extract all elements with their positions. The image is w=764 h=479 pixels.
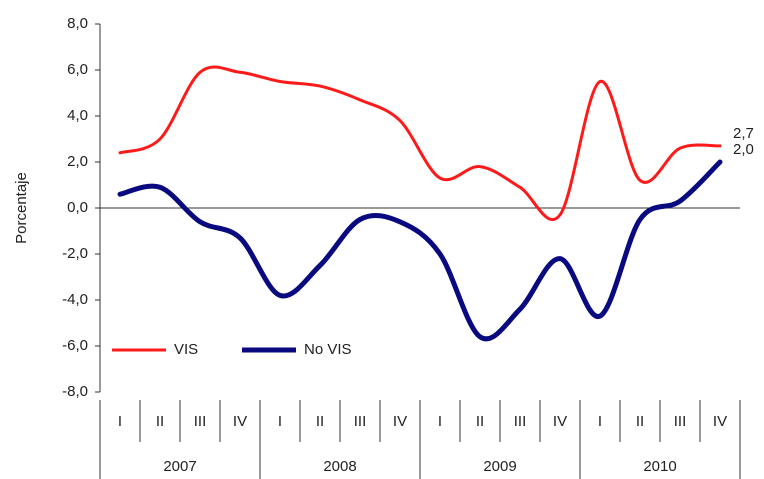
x-tick-label: IV — [713, 413, 727, 430]
y-tick-label: -6,0 — [62, 337, 88, 354]
y-tick-label: 2,0 — [67, 153, 88, 170]
y-tick-label: 4,0 — [67, 107, 88, 124]
x-tick-label: IV — [233, 413, 247, 430]
data-label: 2,7 — [733, 125, 754, 142]
x-tick-label: IV — [553, 413, 567, 430]
x-tick-label: IV — [393, 413, 407, 430]
y-axis-label: Porcentaje — [13, 172, 30, 244]
legend-label: VIS — [174, 341, 198, 358]
x-tick-label: II — [636, 413, 644, 430]
y-tick-label: 0,0 — [67, 199, 88, 216]
x-tick-label: III — [194, 413, 207, 430]
x-tick-label: III — [354, 413, 367, 430]
line — [118, 65, 722, 221]
x-tick-label: I — [118, 413, 122, 430]
y-tick-label: -2,0 — [62, 245, 88, 262]
x-group-label: 2008 — [323, 458, 356, 475]
y-tick-label: -8,0 — [62, 383, 88, 400]
x-tick-label: III — [674, 413, 687, 430]
data-label: 2,0 — [733, 141, 754, 158]
x-tick-label: II — [316, 413, 324, 430]
y-tick-label: 6,0 — [67, 61, 88, 78]
y-tick-label: 8,0 — [67, 15, 88, 32]
x-group-label: 2010 — [643, 458, 676, 475]
x-group-label: 2007 — [163, 458, 196, 475]
legend-label: No VIS — [304, 341, 352, 358]
x-tick-label: II — [476, 413, 484, 430]
x-tick-label: II — [156, 413, 164, 430]
x-tick-label: I — [278, 413, 282, 430]
x-tick-label: I — [598, 413, 602, 430]
line — [117, 159, 723, 342]
x-group-label: 2009 — [483, 458, 516, 475]
x-tick-label: III — [514, 413, 527, 430]
y-tick-label: -4,0 — [62, 291, 88, 308]
x-tick-label: I — [438, 413, 442, 430]
